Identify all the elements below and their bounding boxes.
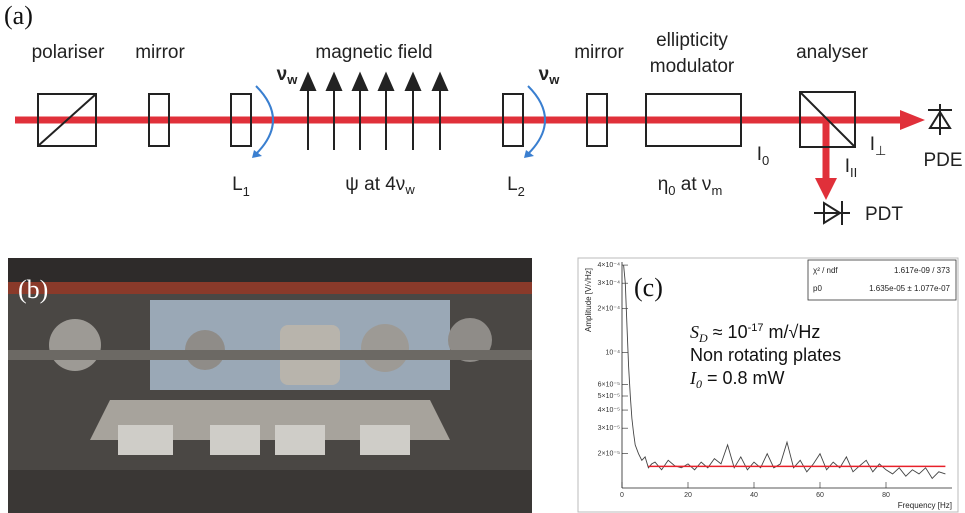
x-tick-label: 80 (882, 492, 890, 499)
component-label: L1 (232, 174, 250, 199)
panel-label: (b) (18, 275, 48, 304)
component-label: mirror (574, 42, 624, 63)
x-tick-label: 60 (816, 492, 824, 499)
photodiode (814, 201, 850, 225)
annotation: Non rotating plates (690, 345, 841, 365)
panel-label: (c) (634, 273, 663, 302)
x-tick-label: 40 (750, 492, 758, 499)
component-label: polariser (32, 42, 106, 63)
component-label: analyser (796, 42, 868, 63)
figure: (a) polariser mirror νw L1 magnetic fiel… (0, 0, 965, 513)
symbol: η (658, 174, 669, 195)
y-tick-label: 4×10⁻⁵ (598, 407, 620, 414)
symbol: ν (277, 64, 288, 85)
modulation-label: η0 at νm (658, 174, 723, 198)
y-tick-label: 3×10⁻⁴ (598, 280, 620, 287)
stats-value: 1.635e-05 ± 1.077e-07 (869, 284, 950, 293)
component-label: ellipticity (656, 30, 728, 51)
detector-label: PDT (865, 204, 903, 225)
y-tick-label: 2×10⁻⁴ (598, 306, 620, 313)
detector-label: PDE (923, 150, 962, 171)
beam-arrow (815, 178, 837, 200)
subscript: w (286, 72, 298, 87)
intensity-label: I0 (757, 144, 770, 168)
subscript: 2 (518, 184, 525, 199)
panel-label: (a) (4, 1, 33, 30)
frequency-label: νw (539, 64, 561, 87)
photo-table (8, 470, 532, 513)
photodiode (928, 104, 952, 135)
rotation-arrow (524, 150, 534, 158)
intensity-label: I⊥ (870, 134, 887, 158)
x-axis-label: Frequency [Hz] (898, 501, 952, 510)
photo-vacuum-cross (49, 319, 101, 371)
x-tick-label: 0 (620, 492, 624, 499)
subscript: II (850, 165, 857, 180)
y-axis-label: Amplitude [V/√Hz] (584, 268, 593, 332)
symbol: L (507, 174, 518, 195)
subscript: m (711, 183, 722, 198)
symbol: ψ at 4ν (345, 174, 405, 195)
stats-key: p0 (813, 284, 822, 293)
component-label: magnetic field (315, 42, 432, 63)
subscript: w (404, 182, 415, 197)
subscript: 1 (243, 184, 250, 199)
symbol: S (690, 322, 699, 342)
intensity-label: III (845, 156, 858, 180)
panel-b: (b) (8, 258, 532, 513)
text: ≈ 10 (708, 322, 748, 342)
panel-a: (a) polariser mirror νw L1 magnetic fiel… (4, 1, 963, 225)
y-tick-label: 10⁻⁴ (606, 349, 621, 356)
component-label: mirror (135, 42, 185, 63)
y-tick-label: 2×10⁻⁵ (598, 451, 620, 458)
photo-vacuum-cross (361, 324, 409, 372)
superscript: -17 (748, 322, 764, 334)
component-label: modulator (650, 56, 735, 77)
frequency-label: νw (277, 64, 299, 87)
photo-beam (8, 282, 532, 294)
stats-value: 1.617e-09 / 373 (894, 266, 951, 275)
y-tick-label: 3×10⁻⁵ (598, 425, 620, 432)
phase-label: ψ at 4νw (345, 174, 415, 197)
subscript: D (698, 331, 708, 345)
field-arrows (301, 74, 447, 150)
rotation-arrow (252, 150, 262, 158)
subscript: w (548, 72, 560, 87)
x-tick-label: 20 (684, 492, 692, 499)
component-label: L2 (507, 174, 525, 199)
subscript: 0 (668, 183, 675, 198)
subscript: 0 (762, 153, 769, 168)
subscript: ⊥ (875, 143, 886, 158)
symbol: L (232, 174, 243, 195)
symbol: at ν (676, 174, 712, 195)
y-tick-label: 5×10⁻⁵ (598, 393, 620, 400)
text: = 0.8 mW (702, 368, 785, 388)
beam-arrow (900, 110, 925, 130)
annotation: I0 = 0.8 mW (689, 368, 785, 391)
y-tick-label: 6×10⁻⁵ (598, 382, 620, 389)
text: m/√Hz (763, 322, 820, 342)
panel-c: χ² / ndf 1.617e-09 / 373 p0 1.635e-05 ± … (578, 258, 958, 512)
stats-key: χ² / ndf (813, 266, 838, 275)
symbol: ν (539, 64, 550, 85)
photo-beam-line (8, 350, 532, 360)
y-tick-label: 4×10⁻⁴ (598, 262, 620, 269)
